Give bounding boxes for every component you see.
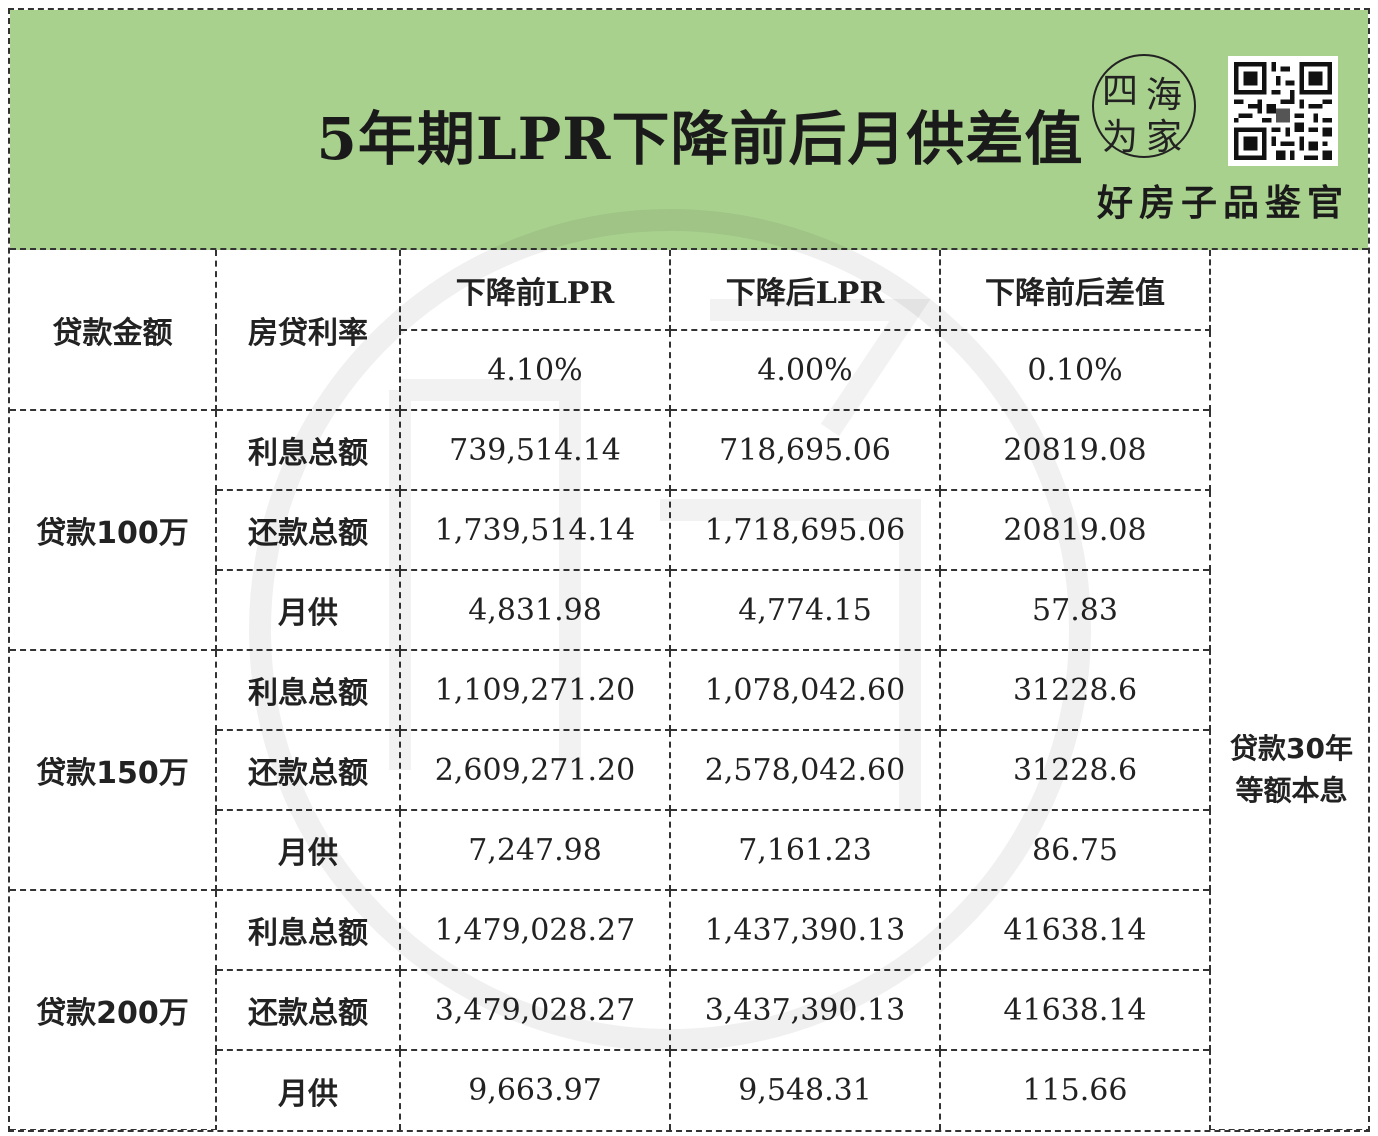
header-banner: 5年期LPR下降前后月供差值 四 海 为 家 <box>10 10 1368 250</box>
value-diff: 31228.6 <box>939 729 1210 811</box>
value-after: 7,161.23 <box>669 809 941 891</box>
value-before: 1,479,028.27 <box>399 889 671 971</box>
value-diff: 20819.08 <box>939 409 1211 491</box>
group-label: 贷款200万 <box>10 889 217 1130</box>
qr-code-icon[interactable] <box>1228 56 1338 166</box>
table-row: 还款总额 3,479,028.27 3,437,390.13 41638.14 <box>10 969 1368 1051</box>
row-label: 还款总额 <box>216 489 401 571</box>
page-title: 5年期LPR下降前后月供差值 <box>316 105 1084 173</box>
value-before: 1,109,271.20 <box>399 649 671 731</box>
value-after: 718,695.06 <box>669 409 941 491</box>
row-label: 还款总额 <box>216 729 401 811</box>
row-label: 利息总额 <box>215 649 401 731</box>
loan-table: 贷款金额 房贷利率 下降前LPR 下降后LPR 下降前后差值 4.10% 4.0… <box>10 250 1368 1130</box>
table-row: 月供 7,247.98 7,161.23 86.75 <box>10 809 1368 891</box>
table-row: 还款总额 1,739,514.14 1,718,695.06 20819.08 <box>10 489 1368 571</box>
page-frame: 5年期LPR下降前后月供差值 四 海 为 家 <box>8 8 1370 1132</box>
value-diff: 31228.6 <box>939 649 1210 731</box>
value-before: 739,514.14 <box>399 409 671 491</box>
row-label: 利息总额 <box>215 889 401 971</box>
table-rate-row: 4.10% 4.00% 0.10% <box>10 329 1368 411</box>
value-before: 1,739,514.14 <box>399 489 671 571</box>
rate-diff: 0.10% <box>939 329 1210 411</box>
row-label: 月供 <box>216 1049 401 1130</box>
value-after: 9,548.31 <box>669 1049 941 1130</box>
header-diff: 下降前后差值 <box>939 250 1211 331</box>
value-diff: 115.66 <box>939 1049 1210 1130</box>
value-diff: 86.75 <box>939 809 1210 891</box>
value-diff: 41638.14 <box>939 969 1210 1051</box>
value-before: 9,663.97 <box>399 1049 671 1130</box>
value-diff: 41638.14 <box>939 889 1210 971</box>
value-before: 4,831.98 <box>399 569 671 651</box>
value-after: 1,078,042.60 <box>669 649 941 731</box>
value-after: 2,578,042.60 <box>669 729 941 811</box>
value-before: 3,479,028.27 <box>399 969 671 1051</box>
value-diff: 57.83 <box>939 569 1210 651</box>
value-before: 2,609,271.20 <box>399 729 671 811</box>
value-before: 7,247.98 <box>399 809 671 891</box>
rate-after: 4.00% <box>669 329 941 411</box>
table-row: 月供 9,663.97 9,548.31 115.66 <box>10 1049 1368 1130</box>
value-after: 3,437,390.13 <box>669 969 941 1051</box>
group-label: 贷款100万 <box>10 409 217 651</box>
value-after: 4,774.15 <box>669 569 941 651</box>
brand-name: 好房子品鉴官 <box>1096 183 1349 224</box>
rate-before: 4.10% <box>400 329 671 411</box>
value-after: 1,437,390.13 <box>669 889 941 971</box>
table-row: 贷款100万 利息总额 739,514.14 718,695.06 20819.… <box>10 409 1368 1130</box>
table-row: 贷款150万 利息总额 1,109,271.20 1,078,042.60 31… <box>10 649 1368 891</box>
blank-cell <box>1209 250 1368 410</box>
logo-char: 四 <box>1102 71 1139 112</box>
logo-char: 家 <box>1146 117 1183 158</box>
header-after-lpr: 下降后LPR <box>669 250 941 331</box>
value-after: 1,718,695.06 <box>669 489 941 571</box>
row-label: 月供 <box>216 569 401 651</box>
row-label: 月供 <box>216 809 401 891</box>
table-header-row: 贷款金额 房贷利率 下降前LPR 下降后LPR 下降前后差值 <box>10 250 1368 411</box>
group-label: 贷款150万 <box>10 649 217 891</box>
table-row: 还款总额 2,609,271.20 2,578,042.60 31228.6 <box>10 729 1368 811</box>
loan-term-note: 贷款30年等额本息 <box>1209 410 1368 1130</box>
value-diff: 20819.08 <box>939 489 1210 571</box>
loan-term-note-text: 贷款30年等额本息 <box>1230 731 1353 807</box>
table-row: 贷款200万 利息总额 1,479,028.27 1,437,390.13 41… <box>10 889 1368 1130</box>
header-loan-amount: 贷款金额 <box>10 250 217 411</box>
logo-seal-icon: 四 海 为 家 <box>1092 54 1196 158</box>
table-row: 月供 4,831.98 4,774.15 57.83 <box>10 569 1368 651</box>
logo-char: 为 <box>1102 117 1139 158</box>
row-label: 利息总额 <box>215 409 401 491</box>
logo-char: 海 <box>1146 75 1183 116</box>
header-before-lpr: 下降前LPR <box>399 250 671 331</box>
header-rate: 房贷利率 <box>215 250 401 411</box>
row-label: 还款总额 <box>216 969 401 1051</box>
